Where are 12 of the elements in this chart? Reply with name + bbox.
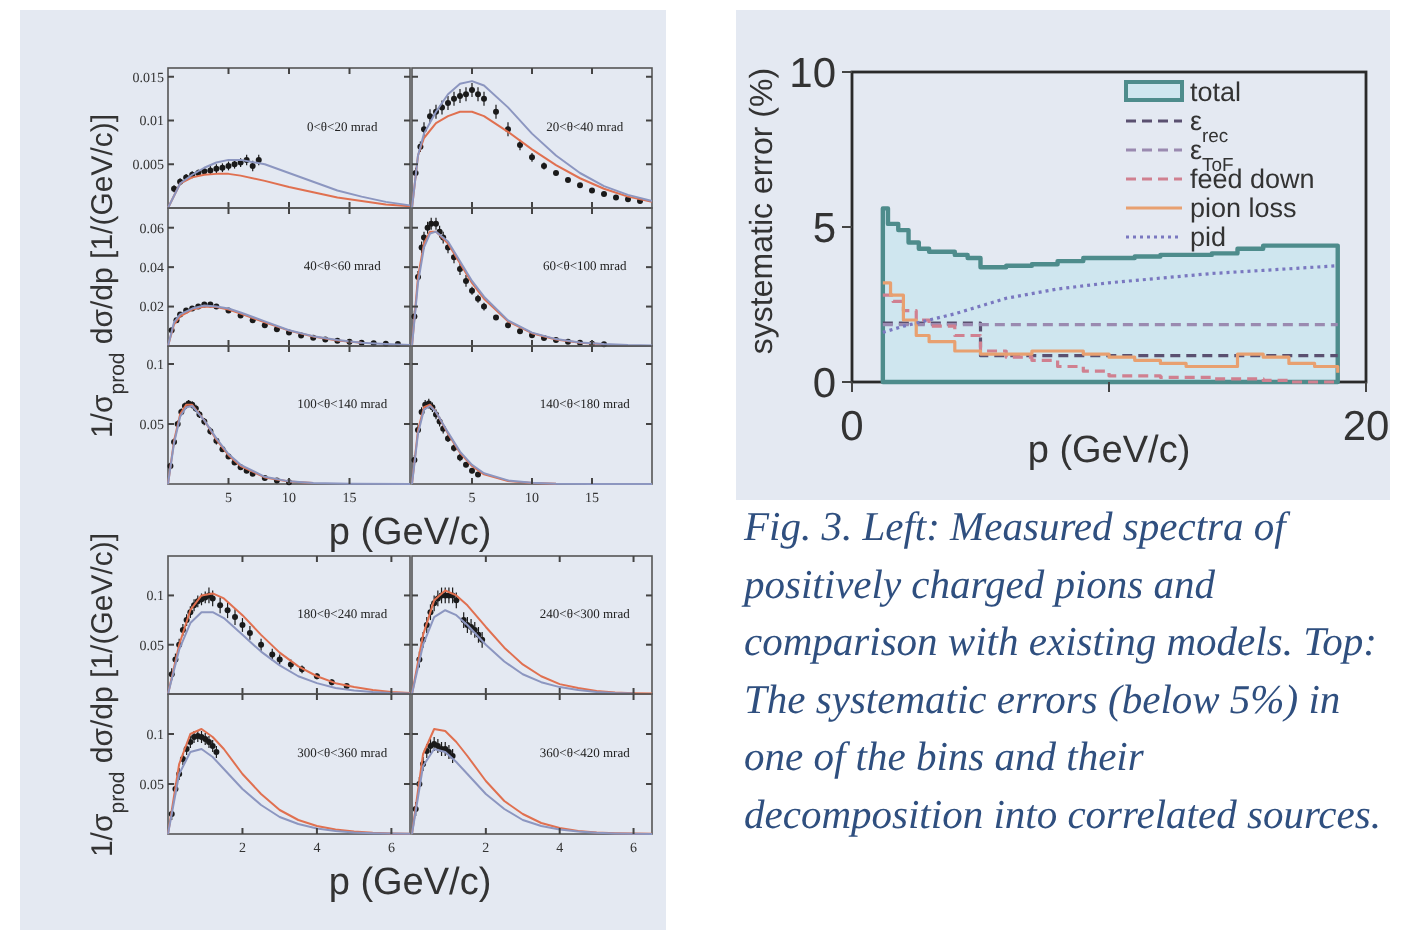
x-axis-title: p (GeV/c) — [328, 862, 492, 904]
legend-label: total — [1190, 77, 1242, 108]
x-axis-title: p (GeV/c) — [1027, 430, 1191, 472]
x-tick-label: 20 — [1342, 404, 1390, 450]
legend-label: pion loss — [1190, 193, 1298, 224]
y-axis-title: systematic error (%) — [746, 67, 780, 355]
caption: Fig. 3. Left: Measured spectra of positively charged pions and comparison with existing models. Top: The systematic errors (below 5%) in one of the bins and their decomposition into correlated sources. — [740, 506, 1381, 838]
y-tick-label: 10 — [789, 50, 836, 97]
x-axis-title: p (GeV/c) — [328, 512, 492, 554]
legend-label: pid — [1190, 222, 1227, 253]
y-tick-label: 0 — [812, 360, 836, 407]
y-tick-label: 5 — [812, 205, 836, 252]
